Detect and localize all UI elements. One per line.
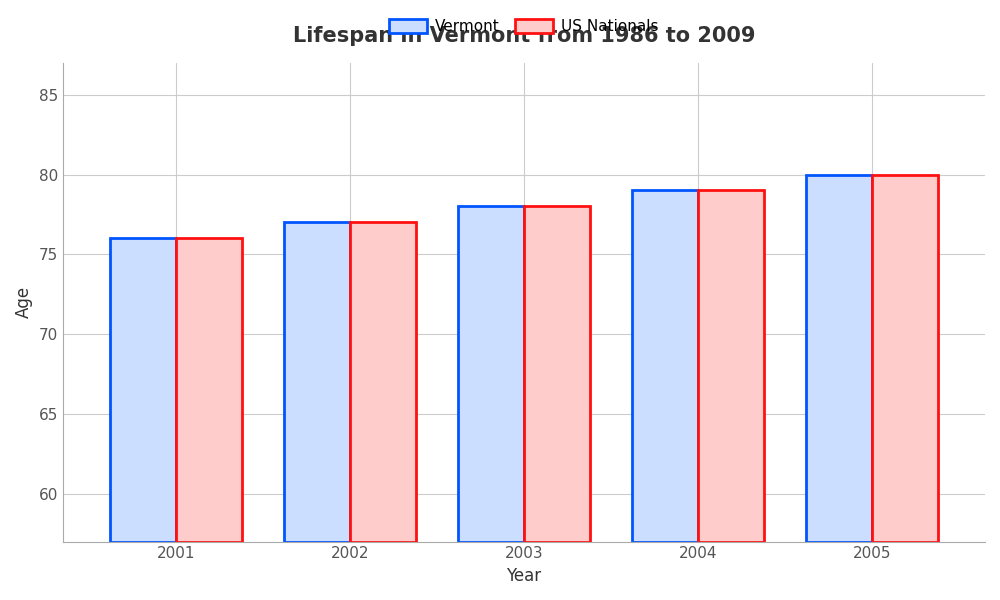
Bar — [698, 190, 764, 542]
Bar — [806, 175, 872, 542]
Bar — [872, 175, 938, 542]
Bar — [176, 238, 242, 542]
Bar — [350, 223, 416, 542]
Bar — [458, 206, 524, 542]
Legend: Vermont, US Nationals: Vermont, US Nationals — [383, 13, 665, 40]
Title: Lifespan in Vermont from 1986 to 2009: Lifespan in Vermont from 1986 to 2009 — [293, 26, 755, 46]
Bar — [632, 190, 698, 542]
Bar — [110, 238, 176, 542]
Y-axis label: Age: Age — [15, 286, 33, 318]
X-axis label: Year: Year — [506, 567, 541, 585]
Bar — [524, 206, 590, 542]
Bar — [284, 223, 350, 542]
